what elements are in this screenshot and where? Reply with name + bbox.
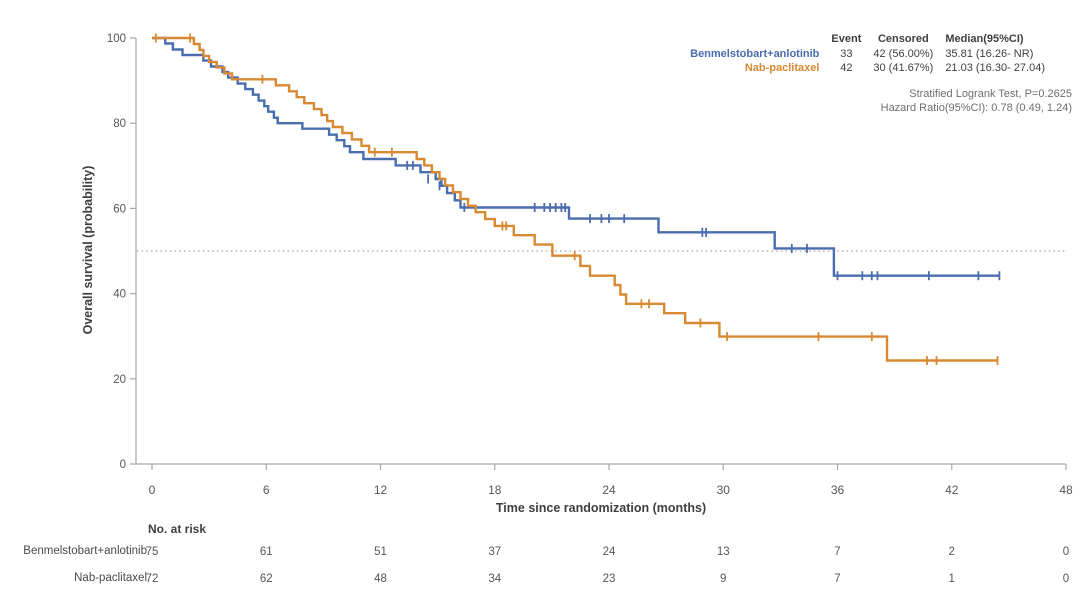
y-axis-ticks: 0 20 40 60 80 100 — [107, 33, 136, 471]
x-axis-ticks: 0 6 12 18 24 30 36 42 48 — [149, 464, 1073, 497]
risk-count: 7 — [834, 546, 840, 558]
y-tick-label: 80 — [113, 118, 126, 130]
legend-table: Event Censored Median(95%CI) Benmelstoba… — [678, 33, 1045, 77]
risk-count: 1 — [949, 573, 955, 585]
risk-count: 48 — [374, 573, 387, 585]
risk-count: 2 — [949, 546, 955, 558]
legend-header-censored: Censored — [877, 33, 929, 45]
y-tick-label: 0 — [120, 459, 126, 471]
legend-row-0-label: Benmelstobart+anlotinib — [690, 47, 820, 60]
risk-count: 37 — [488, 546, 501, 558]
legend-row-0-median: 35.81 (16.26- NR) — [945, 47, 1034, 60]
y-tick-label: 40 — [113, 289, 126, 301]
x-tick-label: 12 — [374, 483, 388, 497]
risk-count: 7 — [834, 573, 840, 585]
legend-row-1-event: 42 — [840, 62, 853, 74]
logrank-test-text: Stratified Logrank Test, P=0.2625 — [909, 88, 1072, 100]
legend-header-median: Median(95%CI) — [945, 33, 1024, 45]
risk-count: 13 — [717, 546, 730, 558]
x-tick-label: 42 — [945, 483, 959, 497]
y-tick-label: 60 — [113, 203, 126, 215]
risk-count: 0 — [1063, 573, 1069, 585]
legend-row-benmelstobart: Benmelstobart+anlotinib 33 42 (56.00%) 3… — [678, 48, 1045, 63]
legend-header-event: Event — [831, 33, 862, 45]
x-tick-label: 18 — [488, 483, 502, 497]
series-nab-paclitaxel — [152, 33, 999, 365]
risk-count: 72 — [146, 573, 159, 585]
legend-row-0-event: 33 — [840, 47, 853, 60]
risk-count: 75 — [146, 546, 159, 558]
legend-row-nabpaclitaxel: Nab-paclitaxel 42 30 (41.67%) 21.03 (16.… — [678, 62, 1045, 77]
hazard-ratio-text: Hazard Ratio(95%CI): 0.78 (0.49, 1.24) — [880, 101, 1072, 114]
legend-row-1-censored: 30 (41.67%) — [873, 62, 934, 74]
risk-count: 9 — [720, 573, 726, 585]
x-tick-label: 30 — [717, 483, 731, 497]
legend-header-empty — [678, 33, 819, 48]
legend-row-1-label: Nab-paclitaxel — [744, 62, 820, 74]
risk-count: 51 — [374, 546, 387, 558]
risk-count: 62 — [260, 573, 273, 585]
y-tick-label: 20 — [113, 374, 126, 386]
risk-table-numbers: 75 61 51 37 24 13 7 2 072 62 48 34 23 9 7 1 0 — [146, 546, 1070, 585]
risk-count: 23 — [603, 573, 616, 585]
risk-count: 0 — [1063, 546, 1069, 558]
survival-curve — [152, 36, 998, 362]
x-tick-label: 48 — [1059, 483, 1073, 497]
y-tick-label: 100 — [107, 33, 126, 45]
legend-header-row: Event Censored Median(95%CI) — [678, 33, 1045, 48]
legend-row-0-censored: 42 (56.00%) — [873, 47, 934, 60]
y-axis-title: Overall survival (probability) — [81, 165, 95, 335]
risk-row-label-benmelstobart: Benmelstobart+anlotinib — [23, 545, 147, 557]
x-tick-label: 36 — [831, 483, 845, 497]
x-axis-title: Time since randomization (months) — [495, 501, 707, 515]
risk-count: 61 — [260, 546, 273, 558]
x-tick-label: 24 — [602, 483, 616, 497]
legend-row-1-median: 21.03 (16.30- 27.04) — [945, 62, 1045, 74]
risk-row-label-nabpaclitaxel: Nab-paclitaxel — [74, 572, 147, 584]
x-tick-label: 6 — [263, 483, 270, 497]
risk-count: 34 — [488, 573, 501, 585]
risk-table-title: No. at risk — [148, 522, 207, 536]
x-tick-label: 0 — [149, 483, 156, 497]
risk-count: 24 — [603, 546, 616, 558]
stats-block: Stratified Logrank Test, P=0.2625 Hazard… — [881, 88, 1072, 115]
